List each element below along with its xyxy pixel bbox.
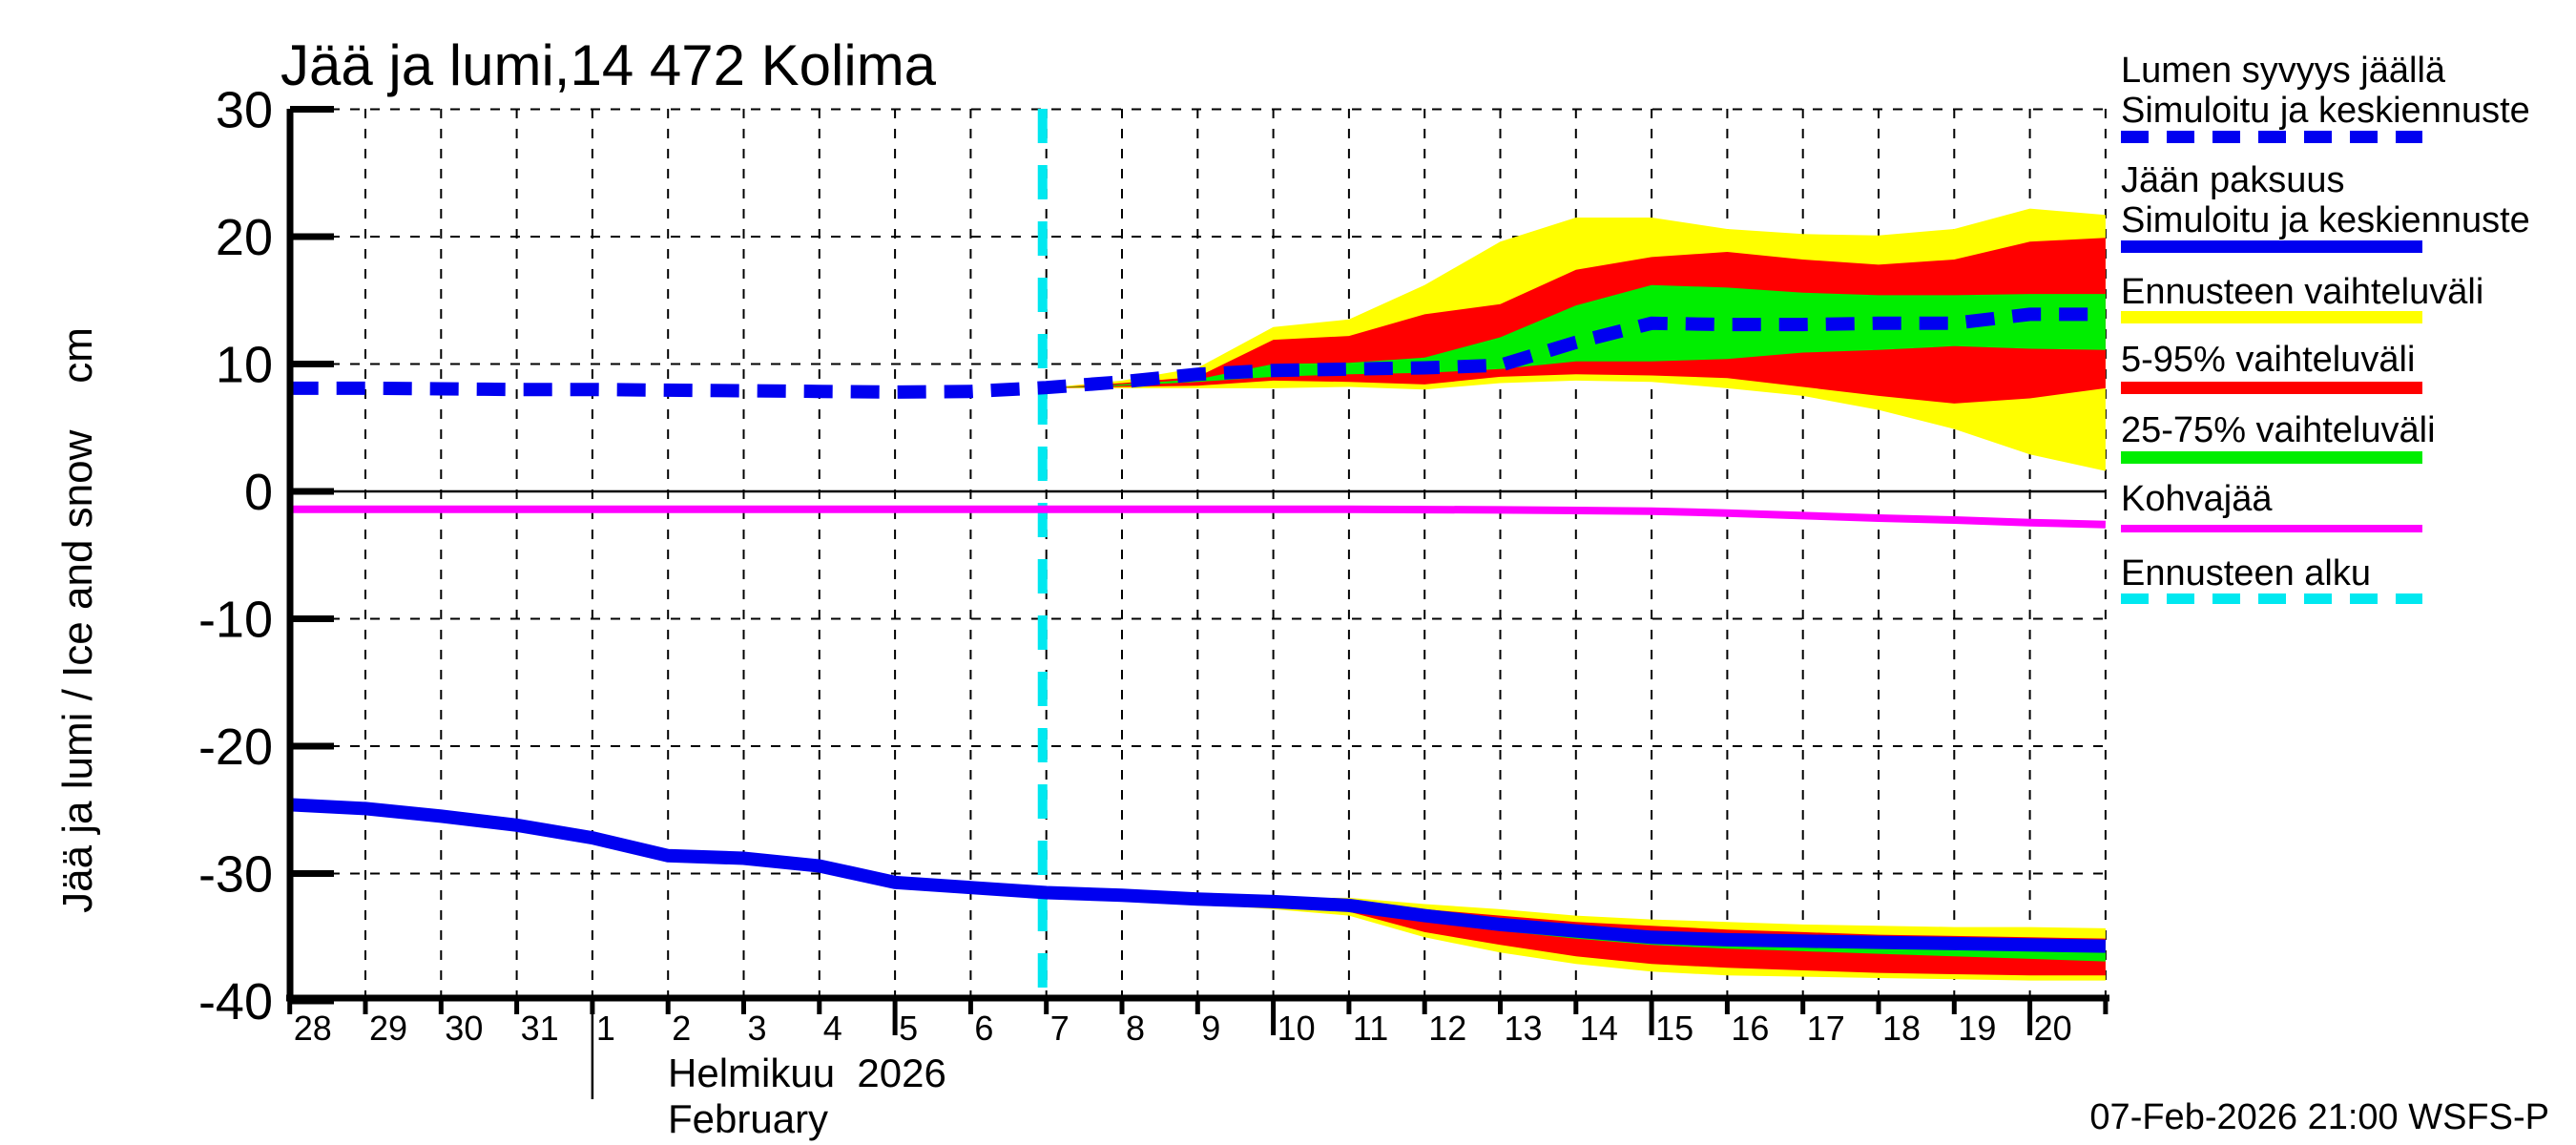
legend-label: 25-75% vaihteluväli xyxy=(2121,410,2436,450)
chart-title: Jää ja lumi,14 472 Kolima xyxy=(280,33,937,97)
x-tick-label: 17 xyxy=(1807,1009,1845,1048)
x-tick-label: 3 xyxy=(748,1009,767,1048)
x-tick-label: 30 xyxy=(445,1009,483,1048)
legend-label: Ennusteen vaihteluväli xyxy=(2121,272,2484,312)
x-tick-label: 12 xyxy=(1428,1009,1466,1048)
ice-thickness-line xyxy=(289,798,2107,953)
kohvajaa-line xyxy=(289,505,2107,529)
x-tick-label: 8 xyxy=(1126,1009,1145,1048)
legend-swatch-solid-line xyxy=(2121,525,2422,532)
x-tick-label: 29 xyxy=(369,1009,407,1048)
x-tick-label: 9 xyxy=(1201,1009,1220,1048)
y-tick-label: 0 xyxy=(244,464,273,521)
legend-label: Ennusteen alku xyxy=(2121,553,2371,593)
legend-swatch-dashed-line xyxy=(2121,131,2422,143)
x-tick-label: 14 xyxy=(1580,1009,1618,1048)
x-tick-label: 5 xyxy=(899,1009,918,1048)
legend-swatch-solid-line xyxy=(2121,451,2422,464)
y-tick-label: -20 xyxy=(198,718,273,776)
y-tick-label: 30 xyxy=(216,82,273,139)
x-tick-label: 1 xyxy=(596,1009,615,1048)
x-tick-label: 16 xyxy=(1731,1009,1769,1048)
y-tick-label: 20 xyxy=(216,209,273,266)
y-tick-label: 10 xyxy=(216,337,273,394)
legend-label: Simuloitu ja keskiennuste xyxy=(2121,200,2530,240)
timestamp-model-label: 07-Feb-2026 21:00 WSFS-P xyxy=(2089,1097,2549,1137)
x-axis-month-label-en: February xyxy=(668,1096,829,1141)
x-tick-label: 19 xyxy=(1958,1009,1996,1048)
x-tick-label: 6 xyxy=(974,1009,993,1048)
y-tick-label: -30 xyxy=(198,846,273,904)
y-tick-label: -10 xyxy=(198,592,273,649)
x-tick-label: 18 xyxy=(1882,1009,1921,1048)
legend-label: 5-95% vaihteluväli xyxy=(2121,340,2416,380)
legend: Lumen syvyys jäällä Simuloitu ja keskienn… xyxy=(2121,0,2569,630)
legend-label: Lumen syvyys jäällä xyxy=(2121,51,2446,91)
legend-swatch-solid-line xyxy=(2121,311,2422,323)
legend-swatch-dashed-line xyxy=(2121,593,2422,604)
legend-swatch-solid-line xyxy=(2121,240,2422,253)
x-tick-label: 31 xyxy=(521,1009,559,1048)
x-tick-label: 11 xyxy=(1353,1009,1388,1048)
x-tick-label: 7 xyxy=(1050,1009,1070,1048)
x-tick-label: 15 xyxy=(1655,1009,1693,1048)
x-tick-label: 2 xyxy=(672,1009,691,1048)
legend-label: Kohvajää xyxy=(2121,479,2273,519)
x-tick-label: 13 xyxy=(1505,1009,1543,1048)
x-tick-label: 4 xyxy=(823,1009,842,1048)
x-tick-label: 28 xyxy=(294,1009,332,1048)
snow-depth-line xyxy=(289,307,2106,399)
x-tick-label: 20 xyxy=(2034,1009,2072,1048)
y-tick-label: -40 xyxy=(198,973,273,1030)
y-axis-title: Jää ja lumi / Ice and snow cm xyxy=(54,327,101,913)
legend-label: Jään paksuus xyxy=(2121,160,2345,200)
legend-swatch-solid-line xyxy=(2121,382,2422,394)
x-axis-month-label-fi: Helmikuu 2026 xyxy=(668,1051,946,1095)
legend-label: Simuloitu ja keskiennuste xyxy=(2121,91,2530,131)
x-tick-label: 10 xyxy=(1278,1009,1316,1048)
